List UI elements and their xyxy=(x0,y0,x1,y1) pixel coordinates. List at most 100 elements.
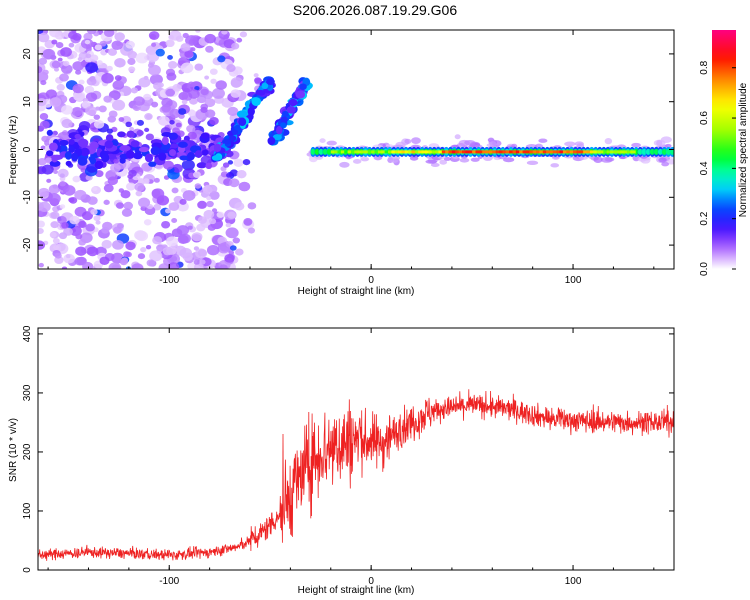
rising-trace-blob xyxy=(255,89,266,96)
noise-blob xyxy=(125,121,133,128)
noise-blob xyxy=(60,47,72,57)
noise-blob xyxy=(90,208,98,215)
carrier-halo-blob xyxy=(653,139,666,147)
carrier-core xyxy=(552,150,559,154)
noise-blob xyxy=(125,40,135,49)
noise-blob xyxy=(84,39,91,45)
carrier-mid xyxy=(326,148,332,155)
noise-blob xyxy=(46,178,52,183)
carrier-halo-blob xyxy=(326,140,337,146)
noise-blob xyxy=(48,184,60,194)
noise-blob xyxy=(115,202,124,209)
noise-blob xyxy=(230,89,241,98)
noise-blob xyxy=(171,218,178,223)
carrier-core xyxy=(424,150,431,154)
noise-blob xyxy=(51,39,58,45)
carrier-core xyxy=(522,150,529,154)
noise-blob xyxy=(59,180,66,187)
carrier-core xyxy=(334,150,340,154)
noise-blob xyxy=(59,204,66,209)
band-blob xyxy=(48,142,58,151)
rising-trace-2-blob xyxy=(288,98,298,107)
noise-blob xyxy=(45,89,57,99)
rising-trace-2-blob xyxy=(276,125,283,135)
carrier-halo-blob xyxy=(454,134,461,140)
carrier-mid xyxy=(322,148,328,155)
colorbar xyxy=(712,30,736,269)
noise-blob xyxy=(75,233,83,240)
band-blob xyxy=(71,152,79,162)
carrier-core xyxy=(468,150,475,154)
carrier-core xyxy=(428,150,434,154)
noise-blob xyxy=(38,262,44,268)
noise-blob xyxy=(149,250,163,262)
carrier-core xyxy=(488,150,495,154)
noise-blob xyxy=(187,262,197,269)
noise-blob xyxy=(253,73,259,78)
carrier-core xyxy=(387,150,394,154)
carrier-core xyxy=(462,150,468,154)
carrier-core xyxy=(445,150,451,154)
carrier-halo-blob xyxy=(658,157,667,163)
rising-trace-blob xyxy=(236,110,248,118)
noise-blob xyxy=(227,106,239,116)
noise-blob xyxy=(197,200,207,209)
rising-trace-2-blob xyxy=(272,134,282,141)
noise-blob xyxy=(68,31,78,40)
noise-blob xyxy=(217,242,231,254)
noise-blob xyxy=(106,65,113,72)
rising-trace-2-blob xyxy=(286,106,296,114)
noise-blob xyxy=(224,253,235,263)
band-blob xyxy=(101,153,110,163)
noise-blob xyxy=(194,85,200,91)
noise-blob xyxy=(108,90,121,101)
carrier-halo-blob xyxy=(593,156,603,163)
band-blob xyxy=(46,129,53,136)
carrier-halo-blob xyxy=(339,161,350,168)
heatmap-y-tick-label: -10 xyxy=(22,190,33,205)
carrier-core xyxy=(606,150,613,154)
noise-blob xyxy=(179,247,193,259)
noise-blob xyxy=(118,188,125,193)
heatmap-blobs xyxy=(38,30,674,269)
noise-blob xyxy=(99,40,107,47)
noise-blob xyxy=(78,239,87,246)
noise-blob xyxy=(85,223,95,232)
noise-blob xyxy=(127,174,134,179)
noise-blob xyxy=(135,52,149,64)
noise-blob xyxy=(176,201,189,212)
carrier-core xyxy=(340,150,347,154)
noise-blob xyxy=(101,73,114,84)
carrier-mid xyxy=(318,148,324,155)
noise-blob xyxy=(187,225,193,230)
noise-blob xyxy=(196,223,206,232)
heatmap-y-tick-label: 0 xyxy=(22,146,33,152)
colorbar-label: Normalized spectral amplitude xyxy=(738,82,749,217)
noise-blob xyxy=(51,60,61,69)
noise-blob xyxy=(74,256,85,266)
noise-blob xyxy=(47,193,61,205)
carrier-halo-blob xyxy=(631,142,641,148)
noise-blob xyxy=(42,69,49,75)
snr-xlabel: Height of straight line (km) xyxy=(298,585,415,596)
noise-blob xyxy=(148,64,161,76)
noise-blob xyxy=(107,176,119,186)
band-blob xyxy=(148,161,157,167)
noise-blob xyxy=(93,114,101,120)
noise-blob xyxy=(99,256,110,265)
noise-blob xyxy=(137,197,151,208)
noise-blob xyxy=(207,224,216,231)
heatmap-y-tick-label: 10 xyxy=(22,96,33,108)
heatmap-x-tick-label: -100 xyxy=(159,275,179,286)
noise-blob xyxy=(144,127,150,132)
noise-blob xyxy=(162,246,173,256)
noise-blob xyxy=(84,85,95,94)
noise-blob xyxy=(108,110,118,118)
colorbar-tick-label: 0.4 xyxy=(699,161,710,175)
carrier-core xyxy=(354,150,360,154)
band-blob xyxy=(126,130,135,138)
band-blob xyxy=(46,150,54,157)
noise-blob xyxy=(203,209,215,219)
carrier-core xyxy=(458,150,465,154)
noise-blob xyxy=(85,92,98,102)
